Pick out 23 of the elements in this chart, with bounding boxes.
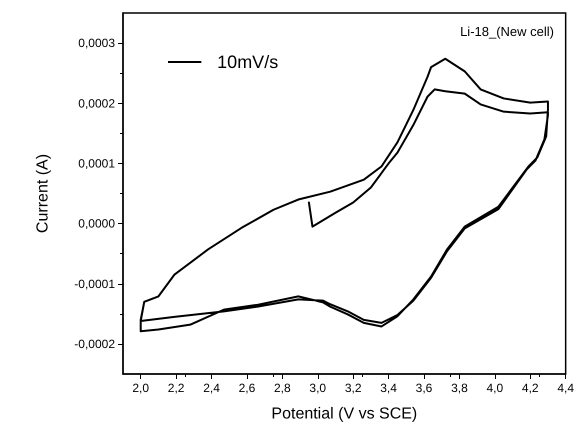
x-tick-label: 2,8 [274, 381, 292, 395]
y-tick-label: 0,0002 [78, 96, 116, 110]
x-tick-label: 2,2 [168, 381, 185, 395]
y-axis-title: Current (A) [34, 154, 52, 234]
x-tick-label: 4,0 [486, 381, 504, 395]
y-tick-label: 0,0000 [78, 216, 116, 231]
x-tick-label: 2,0 [132, 381, 150, 395]
x-tick-label: 2,4 [203, 381, 220, 395]
legend-label: 10mV/s [217, 52, 278, 72]
x-tick-label: 3,2 [344, 381, 362, 395]
y-tick-label: 0,0003 [78, 36, 116, 50]
x-tick-label: 4,2 [522, 381, 539, 395]
y-tick-label: -0,0001 [74, 276, 116, 291]
x-axis-title: Potential (V vs SCE) [271, 406, 418, 422]
y-tick-label: -0,0002 [74, 336, 116, 351]
y-tick-label: 0,0001 [78, 156, 116, 170]
x-tick-label: 3,4 [380, 381, 398, 395]
annotation: Li-18_(New cell) [460, 24, 554, 39]
x-tick-label: 3,0 [309, 381, 326, 395]
x-tick-label: 4,4 [557, 381, 574, 395]
x-tick-label: 2,6 [238, 381, 256, 395]
x-tick-label: 3,6 [416, 381, 433, 395]
x-tick-label: 3,8 [451, 381, 468, 395]
